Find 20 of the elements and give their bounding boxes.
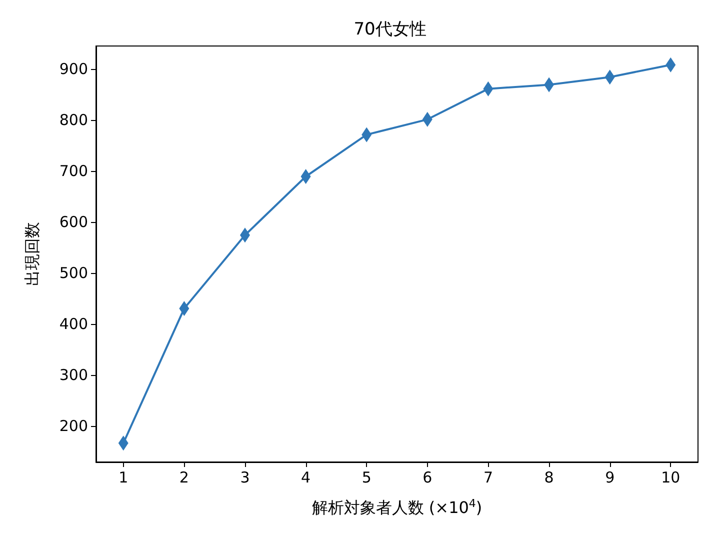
- y-tick-label: 200: [59, 416, 88, 435]
- x-tick-label: 1: [118, 468, 128, 486]
- y-tick-label: 300: [59, 366, 88, 384]
- y-tick-label: 600: [59, 212, 88, 231]
- y-axis-title: 出現回数: [22, 222, 42, 286]
- x-tick-label: 9: [605, 468, 615, 486]
- x-tick-label: 6: [422, 468, 432, 486]
- chart-title: 70代女性: [354, 20, 426, 40]
- x-tick-label: 3: [240, 468, 250, 486]
- y-tick-label: 400: [59, 314, 88, 333]
- x-tick-label: 4: [301, 468, 311, 486]
- y-tick-label: 900: [59, 60, 88, 78]
- x-tick-label: 2: [179, 468, 189, 486]
- x-tick-label: 10: [661, 468, 680, 486]
- x-tick-label: 8: [544, 468, 554, 486]
- y-tick-label: 800: [59, 110, 88, 129]
- y-tick-label: 700: [59, 162, 88, 180]
- x-tick-label: 5: [362, 468, 372, 486]
- y-tick-label: 500: [59, 264, 88, 282]
- x-tick-label: 7: [483, 468, 493, 486]
